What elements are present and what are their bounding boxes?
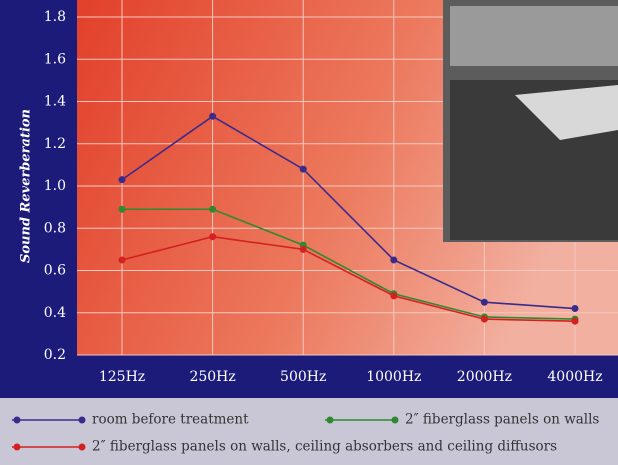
point (572, 305, 579, 312)
y-tick-label: 0.4 (44, 305, 66, 321)
y-tick-label: 0.8 (44, 220, 66, 236)
point (572, 318, 579, 325)
y-tick-label: 0.6 (44, 263, 66, 279)
legend-marker (79, 444, 86, 451)
point (209, 206, 216, 213)
legend-label: 2″ fiberglass panels on walls (405, 412, 599, 428)
y-tick-label: 0.2 (44, 347, 66, 363)
x-tick-label: 250Hz (189, 369, 235, 385)
point (300, 166, 307, 173)
legend-label: room before treatment (92, 412, 249, 428)
y-tick-label: 1.8 (44, 9, 66, 25)
point (390, 256, 397, 263)
y-tick-label: 1.2 (44, 136, 66, 152)
photo-wall (450, 6, 618, 66)
legend-box (0, 398, 618, 465)
x-tick-label: 2000Hz (457, 369, 512, 385)
legend-marker (327, 417, 334, 424)
point (119, 256, 126, 263)
x-tick-label: 4000Hz (547, 369, 602, 385)
point (300, 246, 307, 253)
x-tick-label: 500Hz (280, 369, 326, 385)
chart: Sound Reverberation 0.2 0.4 0.6 0.8 1.0 1.2 1.… (0, 0, 618, 465)
y-axis-label: Sound Reverberation (19, 109, 34, 263)
y-tick-label: 1.0 (44, 178, 66, 194)
y-tick-label: 1.6 (44, 51, 66, 67)
point (481, 299, 488, 306)
legend-marker (14, 417, 21, 424)
point (390, 292, 397, 299)
point (119, 206, 126, 213)
x-tick-label: 125Hz (99, 369, 145, 385)
legend-marker (392, 417, 399, 424)
point (209, 113, 216, 120)
y-tick-label: 1.4 (44, 94, 66, 110)
legend-marker (14, 444, 21, 451)
point (119, 176, 126, 183)
legend-label: 2″ fiberglass panels on walls, ceiling a… (92, 439, 557, 455)
point (481, 316, 488, 323)
x-tick-label: 1000Hz (366, 369, 421, 385)
point (209, 233, 216, 240)
legend-marker (79, 417, 86, 424)
